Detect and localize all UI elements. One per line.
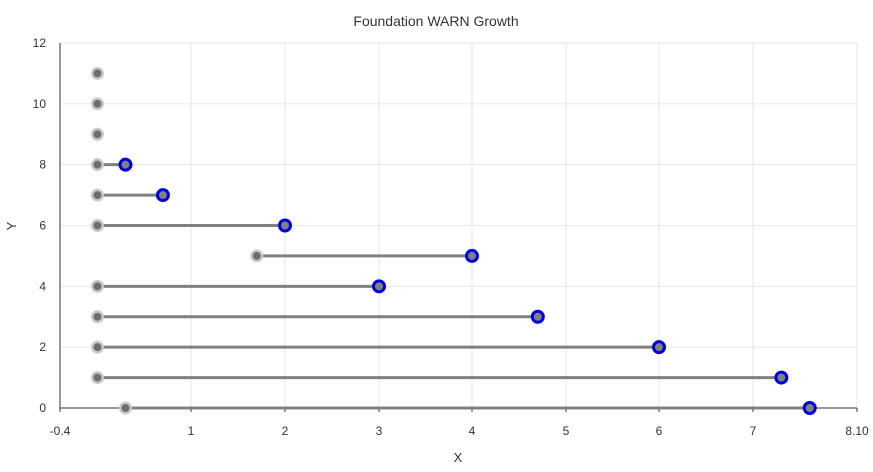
y-tick-label: 8 xyxy=(39,158,46,172)
start-point-center xyxy=(93,221,102,230)
start-point-center xyxy=(93,191,102,200)
end-point xyxy=(278,218,292,233)
y-axis-label: Y xyxy=(4,221,19,230)
start-point-center xyxy=(93,343,102,352)
y-tick-label: 10 xyxy=(33,97,47,111)
y-tick-label: 0 xyxy=(39,401,46,415)
x-tick-label: 2 xyxy=(282,424,289,438)
axes xyxy=(59,43,858,412)
end-point xyxy=(802,401,817,415)
start-point-center xyxy=(252,251,261,260)
end-point xyxy=(652,340,666,355)
x-tick-label: -0.4 xyxy=(50,424,71,438)
end-point xyxy=(465,248,479,263)
x-tick-label: 8.10 xyxy=(845,424,869,438)
x-axis-label: X xyxy=(454,450,463,465)
end-point xyxy=(530,309,545,324)
x-tick-label: 6 xyxy=(656,424,663,438)
y-tick-label: 2 xyxy=(39,340,46,354)
x-tick-label: 3 xyxy=(376,424,383,438)
y-tick-label: 4 xyxy=(39,279,46,293)
chart-title: Foundation WARN Growth xyxy=(353,13,518,29)
data-marks xyxy=(90,66,817,415)
start-point-center xyxy=(93,312,102,321)
end-point xyxy=(774,370,789,385)
x-tick-label: 7 xyxy=(750,424,757,438)
end-point xyxy=(372,279,386,294)
end-point xyxy=(155,188,170,203)
x-tick-label: 1 xyxy=(188,424,195,438)
y-tick-label: 12 xyxy=(33,36,47,50)
start-point-center xyxy=(93,373,102,382)
start-point-center xyxy=(93,69,102,78)
y-tick-label: 6 xyxy=(39,219,46,233)
start-point-center xyxy=(121,404,130,412)
x-tick-label: 4 xyxy=(469,424,476,438)
end-point xyxy=(118,157,133,172)
start-point-center xyxy=(93,160,102,169)
start-point-center xyxy=(93,130,102,139)
start-point-center xyxy=(93,282,102,291)
x-tick-label: 5 xyxy=(563,424,570,438)
start-point-center xyxy=(93,99,102,108)
